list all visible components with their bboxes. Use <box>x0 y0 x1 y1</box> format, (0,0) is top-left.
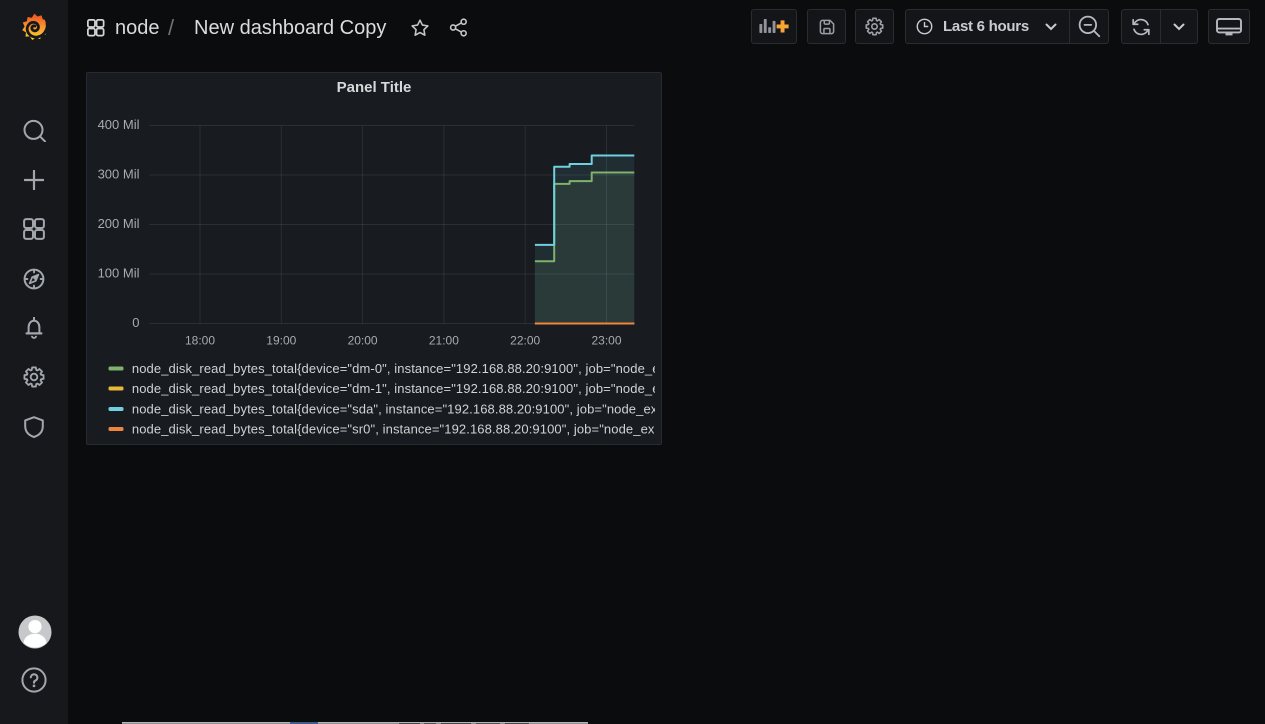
svg-text:200 Mil: 200 Mil <box>98 216 140 231</box>
svg-text:node_disk_read_bytes_total{dev: node_disk_read_bytes_total{device="dm-1"… <box>132 381 661 396</box>
svg-text:node_disk_read_bytes_total{dev: node_disk_read_bytes_total{device="dm-0"… <box>132 361 661 376</box>
svg-text:20:00: 20:00 <box>348 333 378 347</box>
svg-text:22:00: 22:00 <box>510 333 540 347</box>
svg-text:400 Mil: 400 Mil <box>98 117 140 132</box>
svg-text:19:00: 19:00 <box>266 333 296 347</box>
svg-text:node_disk_read_bytes_total{dev: node_disk_read_bytes_total{device="sr0",… <box>132 422 661 437</box>
svg-text:21:00: 21:00 <box>429 333 459 347</box>
svg-text:23:00: 23:00 <box>591 333 621 347</box>
svg-text:0: 0 <box>132 315 139 330</box>
svg-text:18:00: 18:00 <box>185 333 215 347</box>
svg-text:300 Mil: 300 Mil <box>98 166 140 181</box>
svg-text:100 Mil: 100 Mil <box>98 265 140 280</box>
svg-text:node_disk_read_bytes_total{dev: node_disk_read_bytes_total{device="sda",… <box>132 402 661 417</box>
